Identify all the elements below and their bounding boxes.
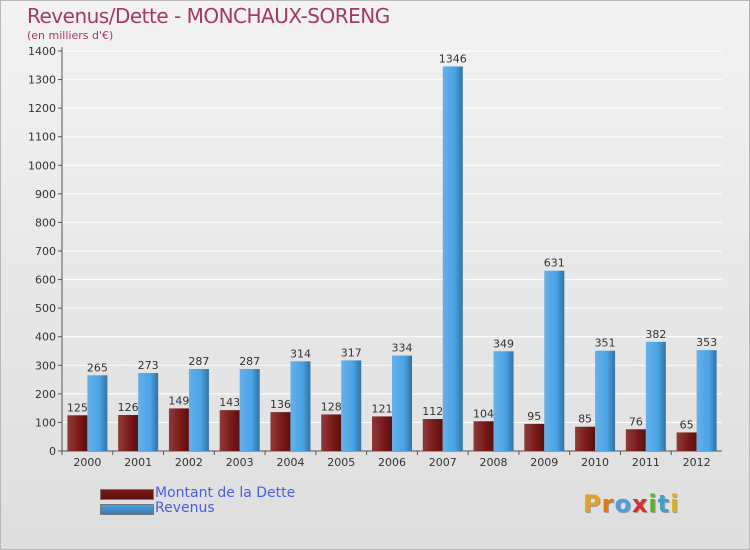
logo-letter: o	[614, 490, 632, 518]
bar-dette	[321, 414, 342, 451]
data-label-revenus: 287	[239, 355, 260, 368]
y-tick-label: 1300	[28, 74, 56, 87]
legend-swatch-revenus	[100, 504, 154, 515]
x-tick-label: 2005	[327, 456, 355, 469]
bar-dette	[67, 415, 88, 451]
data-label-dette: 104	[473, 407, 494, 420]
y-tick-label: 600	[35, 274, 56, 287]
data-label-revenus: 317	[341, 346, 362, 359]
data-label-dette: 95	[527, 410, 541, 423]
logo-letter: i	[648, 490, 658, 518]
x-tick-label: 2006	[378, 456, 406, 469]
bar-dette	[524, 423, 545, 451]
bar-revenus	[442, 66, 463, 451]
bar-dette	[219, 410, 240, 451]
data-label-revenus: 382	[645, 328, 666, 341]
x-tick-label: 2012	[683, 456, 711, 469]
bar-revenus	[645, 341, 666, 451]
x-tick-label: 2008	[480, 456, 508, 469]
x-tick-label: 2010	[581, 456, 609, 469]
legend-label-dette: Montant de la Dette	[155, 485, 296, 501]
y-tick-label: 500	[35, 302, 56, 315]
legend-label-revenus: Revenus	[155, 500, 215, 516]
y-tick-label: 1400	[28, 45, 56, 58]
data-label-revenus: 334	[392, 342, 413, 355]
data-label-dette: 136	[270, 398, 291, 411]
x-tick-label: 2011	[632, 456, 660, 469]
logo-letter: i	[670, 490, 680, 518]
y-tick-label: 700	[35, 245, 56, 258]
y-tick-label: 0	[49, 445, 56, 458]
bar-dette	[676, 432, 697, 451]
y-tick-label: 1000	[28, 159, 56, 172]
x-tick-label: 2009	[530, 456, 558, 469]
legend-item-dette: Montant de la Dette	[100, 486, 295, 501]
data-label-dette: 121	[372, 402, 393, 415]
data-label-dette: 143	[219, 396, 240, 409]
bar-revenus	[138, 373, 159, 451]
logo-letter: t	[657, 490, 671, 518]
bar-revenus	[696, 350, 717, 451]
data-label-revenus: 349	[493, 337, 514, 350]
bar-revenus	[595, 350, 616, 451]
y-tick-label: 400	[35, 331, 56, 344]
y-tick-label: 800	[35, 216, 56, 229]
bar-revenus	[239, 369, 260, 451]
bar-dette	[270, 412, 291, 451]
data-label-dette: 128	[321, 400, 342, 413]
bar-revenus	[87, 375, 108, 451]
data-label-dette: 85	[578, 413, 592, 426]
y-tick-label: 100	[35, 416, 56, 429]
bar-revenus	[290, 361, 311, 451]
bar-revenus	[493, 351, 514, 451]
bar-revenus	[392, 355, 412, 451]
logo-letter: P	[583, 490, 602, 518]
bar-dette	[118, 415, 139, 451]
x-tick-label: 2004	[276, 456, 304, 469]
y-tick-label: 1200	[28, 102, 56, 115]
data-label-dette: 125	[67, 401, 88, 414]
bar-revenus	[341, 360, 362, 451]
x-tick-label: 2003	[226, 456, 254, 469]
chart-title: Revenus/Dette - MONCHAUX-SORENG	[27, 4, 390, 28]
y-tick-label: 300	[35, 359, 56, 372]
data-label-revenus: 351	[595, 337, 616, 350]
x-tick-label: 2007	[429, 456, 457, 469]
bar-dette	[372, 416, 392, 451]
bar-dette	[422, 419, 443, 451]
data-label-dette: 126	[118, 401, 139, 414]
y-tick-label: 900	[35, 188, 56, 201]
data-label-revenus: 314	[290, 347, 311, 360]
data-label-revenus: 287	[188, 355, 209, 368]
data-label-dette: 149	[168, 394, 189, 407]
logo-letter: r	[601, 490, 615, 518]
y-tick-label: 1100	[28, 131, 56, 144]
data-label-revenus: 353	[696, 336, 717, 349]
legend-swatch-dette	[100, 489, 154, 500]
logo-letter: x	[631, 490, 649, 518]
bar-dette	[625, 429, 646, 451]
bar-revenus	[188, 369, 209, 451]
data-label-dette: 76	[629, 415, 643, 428]
legend: Montant de la Dette Revenus	[100, 486, 295, 516]
x-tick-label: 2000	[73, 456, 101, 469]
data-label-revenus: 631	[544, 257, 565, 270]
data-label-revenus: 273	[138, 359, 159, 372]
chart-subtitle: (en milliers d'€)	[27, 29, 114, 42]
y-tick-label: 200	[35, 388, 56, 401]
data-label-dette: 65	[680, 418, 694, 431]
x-tick-label: 2002	[175, 456, 203, 469]
legend-item-revenus: Revenus	[100, 501, 295, 516]
bar-revenus	[544, 270, 565, 451]
x-tick-label: 2001	[124, 456, 152, 469]
bar-dette	[168, 408, 189, 451]
proxiti-logo[interactable]: Proxiti	[583, 490, 679, 518]
data-label-dette: 112	[422, 405, 443, 418]
bar-dette	[473, 421, 494, 451]
data-label-revenus: 1346	[439, 52, 467, 65]
data-label-revenus: 265	[87, 361, 108, 374]
bar-dette	[575, 426, 596, 451]
